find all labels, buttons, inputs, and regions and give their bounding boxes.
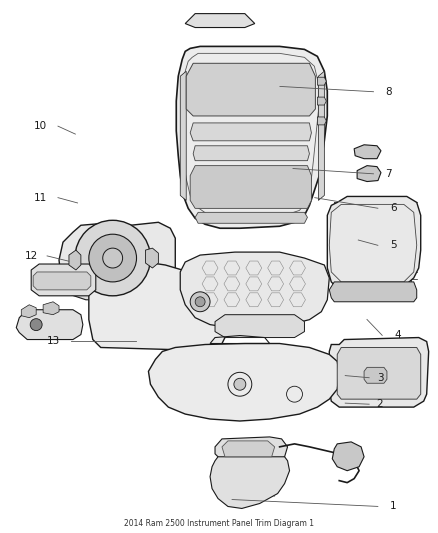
Circle shape [103,248,123,268]
Text: 2: 2 [377,399,383,409]
Text: 12: 12 [25,251,39,261]
Polygon shape [59,222,175,295]
Polygon shape [145,248,159,268]
Text: 13: 13 [47,336,60,345]
Polygon shape [43,302,59,314]
Circle shape [190,292,210,312]
Text: 7: 7 [385,169,392,179]
Text: 8: 8 [385,87,392,96]
Polygon shape [190,123,311,141]
Text: 5: 5 [390,240,396,251]
Polygon shape [195,212,307,223]
Polygon shape [186,63,315,116]
Polygon shape [66,275,160,300]
Text: 6: 6 [390,203,396,213]
Circle shape [75,220,150,296]
Polygon shape [332,442,364,471]
Polygon shape [69,250,81,270]
Text: 11: 11 [34,192,47,203]
Circle shape [89,234,137,282]
Polygon shape [193,146,309,160]
Polygon shape [222,441,275,457]
Polygon shape [337,348,421,399]
Text: 4: 4 [394,330,401,341]
Polygon shape [21,305,36,318]
Polygon shape [89,262,228,361]
Polygon shape [185,14,255,28]
Polygon shape [215,314,304,337]
Polygon shape [148,343,339,421]
Polygon shape [318,97,326,105]
Polygon shape [318,71,324,200]
Text: 3: 3 [377,373,383,383]
Polygon shape [329,337,429,407]
Circle shape [30,319,42,330]
Polygon shape [180,71,186,200]
Text: 1: 1 [390,502,396,512]
Text: 10: 10 [34,121,47,131]
Polygon shape [329,282,417,302]
Polygon shape [210,457,290,508]
Polygon shape [215,437,288,461]
Polygon shape [327,197,421,288]
Polygon shape [354,145,381,159]
Polygon shape [357,166,381,182]
Polygon shape [31,264,96,296]
Polygon shape [33,272,91,290]
Polygon shape [364,367,387,383]
Text: 2014 Ram 2500 Instrument Panel Trim Diagram 1: 2014 Ram 2500 Instrument Panel Trim Diag… [124,519,314,528]
Polygon shape [318,77,326,85]
Circle shape [195,297,205,307]
Polygon shape [318,117,326,125]
Polygon shape [16,310,83,340]
Polygon shape [180,252,329,328]
Polygon shape [190,166,311,208]
Polygon shape [176,46,327,228]
Circle shape [234,378,246,390]
